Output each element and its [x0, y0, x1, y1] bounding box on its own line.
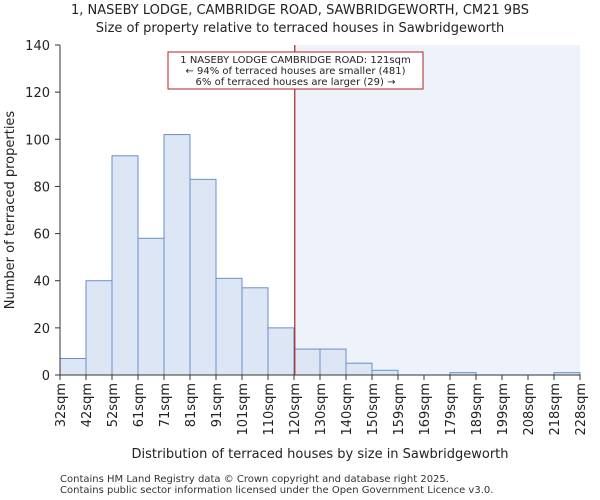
y-tick-label-0: 0 — [42, 369, 50, 384]
bar-91sqm — [215, 277, 243, 376]
annotation-line-3: 6% of terraced houses are larger (29) → — [196, 77, 396, 88]
x-tick-label-140sqm: 140sqm — [340, 383, 355, 436]
bar-71sqm — [163, 134, 191, 376]
x-tick-label-218sqm: 218sqm — [548, 383, 563, 436]
chart-subtitle: Size of property relative to terraced ho… — [95, 21, 505, 36]
x-tick-label-101sqm: 101sqm — [236, 383, 251, 436]
x-tick-label-110sqm: 110sqm — [262, 383, 277, 436]
x-tick-label-150sqm: 150sqm — [366, 383, 381, 436]
x-tick-label-71sqm: 71sqm — [158, 383, 173, 427]
y-tick-label-120: 120 — [25, 86, 50, 101]
x-axis-title: Distribution of terraced houses by size … — [131, 447, 508, 462]
x-tick-label-81sqm: 81sqm — [184, 383, 199, 427]
bar-61sqm — [137, 237, 165, 376]
bar-110sqm — [267, 327, 295, 376]
bar-140sqm — [345, 362, 373, 376]
bar-130sqm — [319, 348, 347, 376]
bar-150sqm — [371, 369, 399, 376]
x-tick-label-91sqm: 91sqm — [210, 383, 225, 427]
bar-42sqm — [85, 280, 113, 376]
bar-32sqm — [59, 358, 87, 376]
x-tick-label-120sqm: 120sqm — [288, 383, 303, 436]
footer-line2: Contains public sector information licen… — [60, 485, 494, 496]
annotation-line-2: ← 94% of terraced houses are smaller (48… — [185, 66, 405, 77]
highlight-region — [294, 45, 580, 375]
x-tick-label-130sqm: 130sqm — [314, 383, 329, 436]
y-tick-label-140: 140 — [25, 39, 50, 54]
bar-52sqm — [111, 155, 139, 376]
x-tick-label-189sqm: 189sqm — [470, 383, 485, 436]
x-tick-label-52sqm: 52sqm — [106, 383, 121, 427]
footer-line1: Contains HM Land Registry data © Crown c… — [60, 474, 449, 485]
x-tick-label-32sqm: 32sqm — [54, 383, 69, 427]
y-tick-label-60: 60 — [33, 228, 50, 243]
annotation-box — [167, 51, 424, 90]
x-tick-label-159sqm: 159sqm — [392, 383, 407, 436]
x-tick-label-179sqm: 179sqm — [444, 383, 459, 436]
x-tick-label-42sqm: 42sqm — [80, 383, 95, 427]
y-tick-label-80: 80 — [33, 180, 50, 195]
x-tick-label-61sqm: 61sqm — [132, 383, 147, 427]
bar-101sqm — [241, 287, 269, 376]
y-tick-label-40: 40 — [33, 275, 50, 290]
y-tick-label-20: 20 — [33, 322, 50, 337]
x-tick-label-208sqm: 208sqm — [522, 383, 537, 436]
y-tick-label-100: 100 — [25, 133, 50, 148]
bar-120sqm — [293, 348, 321, 376]
x-tick-label-169sqm: 169sqm — [418, 383, 433, 436]
annotation-line-1: 1 NASEBY LODGE CAMBRIDGE ROAD: 121sqm — [180, 55, 410, 66]
bar-81sqm — [189, 178, 217, 376]
y-axis-title: Number of terraced properties — [3, 111, 18, 310]
x-tick-label-199sqm: 199sqm — [496, 383, 511, 436]
chart-title: 1, NASEBY LODGE, CAMBRIDGE ROAD, SAWBRID… — [70, 3, 530, 18]
x-tick-label-228sqm: 228sqm — [574, 383, 589, 436]
